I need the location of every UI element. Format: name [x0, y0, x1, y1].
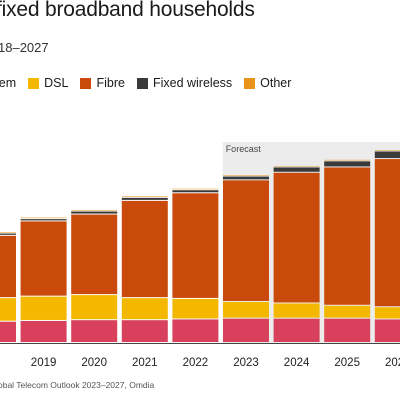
bar-segment-fixed-wireless-2019 [20, 219, 67, 221]
bar-stack-2025 [324, 159, 371, 342]
chart-legend: lem DSL Fibre Fixed wireless Other [0, 76, 303, 90]
bar-segment-fibre-2024 [273, 172, 320, 303]
chart-subtitle: 18–2027 [0, 40, 49, 55]
legend-label-dsl: DSL [44, 76, 69, 90]
bar-segment-other-2018 [0, 232, 16, 233]
bar-segment-cable-modem-2026 [374, 319, 400, 342]
forecast-label: Forecast [226, 144, 262, 154]
x-tick-label-2019: 2019 [31, 357, 57, 369]
bar-segment-fibre-2020 [71, 214, 118, 295]
bar-segment-dsl-2026 [374, 307, 400, 319]
bar-segment-cable-modem-2022 [172, 319, 219, 342]
bar-segment-cable-modem-2025 [324, 318, 371, 342]
bar-segment-fibre-2018 [0, 235, 16, 298]
x-tick-label-2023: 2023 [233, 357, 259, 369]
legend-label-fixed-wireless: Fixed wireless [152, 76, 233, 90]
legend-label-other: Other [260, 76, 292, 90]
bar-segment-other-2021 [121, 196, 168, 197]
x-tick-label-2026: 2020 [385, 357, 400, 369]
bar-stack-2021 [121, 196, 168, 342]
legend-swatch-fixed-wireless [136, 77, 148, 89]
bar-segment-cable-modem-2019 [20, 320, 67, 342]
bar-segment-dsl-2018 [0, 298, 16, 321]
x-tick-label-2020: 2020 [81, 357, 107, 369]
legend-swatch-fibre [80, 77, 92, 89]
bar-segment-cable-modem-2023 [223, 318, 269, 342]
bar-segment-dsl-2025 [324, 305, 371, 318]
bar-segment-other-2020 [71, 210, 118, 211]
legend-item-dsl: DSL [28, 76, 68, 90]
bar-stack-2022 [172, 188, 219, 342]
bar-segment-cable-modem-2024 [273, 318, 320, 342]
x-tick-label-2025: 2025 [334, 357, 360, 369]
legend-swatch-other [244, 77, 256, 89]
bar-segment-fixed-wireless-2018 [0, 233, 16, 235]
legend-swatch-dsl [28, 77, 40, 89]
x-tick-label-2024: 2024 [284, 357, 310, 369]
bar-stack-2023 [223, 175, 269, 342]
bar-segment-dsl-2021 [121, 298, 168, 320]
legend-item-fibre: Fibre [80, 76, 125, 90]
bar-segment-fixed-wireless-2026 [374, 151, 400, 159]
bar-segment-fixed-wireless-2023 [223, 176, 269, 180]
bar-segment-dsl-2022 [172, 298, 219, 319]
x-tick-label-2022: 2022 [183, 357, 209, 369]
bar-segment-fibre-2019 [20, 221, 67, 296]
bar-segment-fibre-2025 [324, 167, 371, 305]
legend-label-cable-modem: lem [0, 76, 17, 90]
bar-segment-cable-modem-2018 [0, 321, 16, 342]
legend-item-other: Other [244, 76, 291, 90]
x-axis-tick-labels: 820192020202120222023202420252020 [31, 357, 400, 369]
bar-segment-other-2025 [324, 159, 371, 161]
bar-segment-fibre-2022 [172, 193, 219, 298]
bar-segment-dsl-2019 [20, 296, 67, 320]
bar-segment-fixed-wireless-2024 [273, 167, 320, 172]
bar-segment-fibre-2021 [121, 200, 168, 298]
bars [0, 149, 400, 342]
bar-segment-cable-modem-2021 [121, 320, 168, 342]
bar-segment-fixed-wireless-2020 [71, 211, 118, 214]
bar-segment-other-2026 [374, 149, 400, 151]
chart-title: fixed broadband households [0, 0, 255, 21]
bar-segment-cable-modem-2020 [71, 320, 118, 342]
bar-segment-dsl-2023 [223, 301, 269, 318]
x-tick-label-2021: 2021 [132, 357, 158, 369]
bar-stack-2024 [273, 165, 320, 342]
source-note: obal Telecom Outlook 2023–2027, Omdia [0, 380, 155, 390]
legend-item-cable-modem: lem [0, 76, 16, 90]
bar-segment-fixed-wireless-2022 [172, 190, 219, 193]
bar-segment-fixed-wireless-2025 [324, 161, 371, 167]
bar-stack-2018 [0, 232, 16, 342]
legend-item-fixed-wireless: Fixed wireless [136, 76, 233, 90]
bar-segment-dsl-2020 [71, 295, 118, 320]
bar-segment-fibre-2026 [374, 159, 400, 307]
bar-segment-fibre-2023 [223, 180, 269, 301]
bar-segment-fixed-wireless-2021 [121, 197, 168, 200]
bar-stack-2026 [374, 149, 400, 342]
bar-segment-other-2022 [172, 188, 219, 190]
bar-segment-other-2019 [20, 217, 67, 219]
bar-segment-dsl-2024 [273, 303, 320, 318]
bar-segment-other-2023 [223, 175, 269, 176]
bar-stack-2019 [20, 217, 67, 342]
bar-stack-2020 [71, 210, 118, 342]
bar-segment-other-2024 [273, 165, 320, 167]
legend-label-fibre: Fibre [96, 76, 125, 90]
